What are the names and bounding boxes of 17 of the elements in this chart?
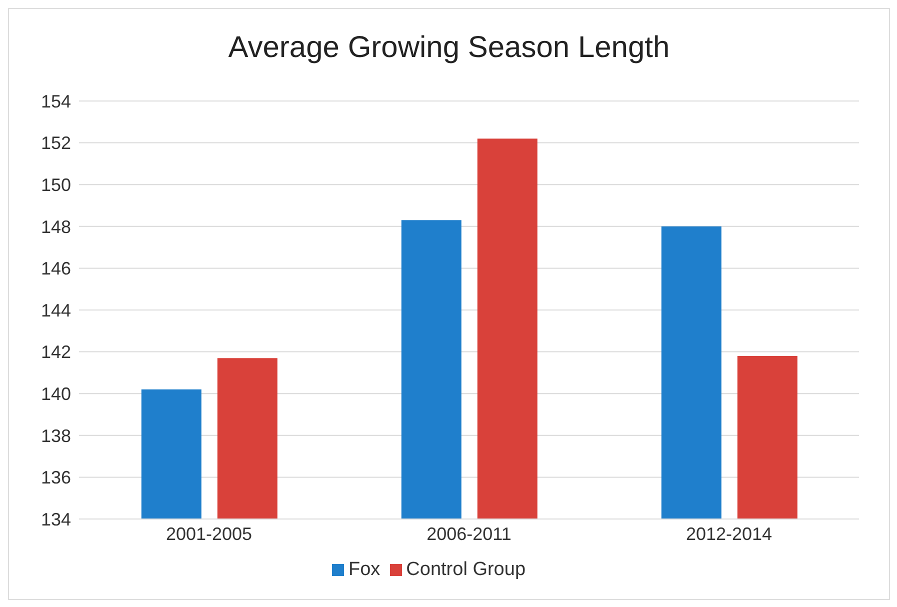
legend-label: Fox	[348, 559, 380, 580]
x-tick-label: 2006-2011	[426, 524, 512, 544]
y-tick-label: 148	[40, 216, 71, 237]
x-tick-label: 2012-2014	[686, 524, 772, 544]
y-tick-label: 152	[40, 133, 71, 154]
y-tick-label: 134	[40, 509, 71, 530]
y-tick-label: 142	[40, 342, 71, 362]
y-tick-label: 144	[40, 300, 71, 320]
legend-label: Control Group	[406, 559, 526, 580]
y-tick-label: 146	[40, 258, 71, 279]
y-tick-label: 138	[40, 426, 71, 446]
y-tick-label: 140	[40, 384, 71, 404]
y-tick-label: 150	[40, 174, 71, 195]
y-tick-label: 136	[40, 468, 71, 488]
chart-title: Average Growing Season Length	[227, 30, 671, 66]
y-tick-label: 154	[40, 91, 71, 112]
x-tick-label: 2001-2005	[166, 524, 252, 544]
